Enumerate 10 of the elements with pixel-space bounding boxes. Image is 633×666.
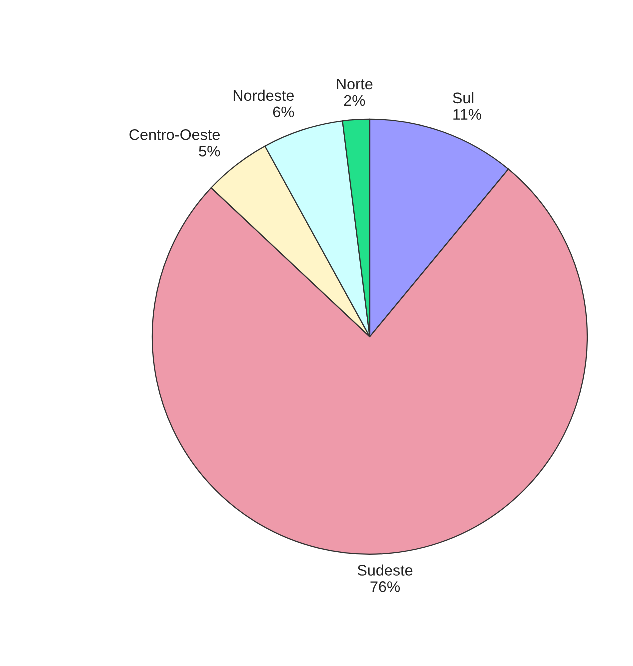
data-label: 76% bbox=[370, 582, 400, 592]
slice-label: Sudeste bbox=[358, 564, 413, 576]
slice-label: Centro-Oeste bbox=[130, 130, 220, 140]
data-label: 6% bbox=[273, 106, 294, 118]
data-label: 11% bbox=[454, 109, 482, 120]
data-label: 5% bbox=[199, 146, 220, 157]
data-label: 2% bbox=[344, 95, 366, 106]
slice-label: Sul bbox=[453, 92, 474, 104]
slice-label: Nordeste bbox=[234, 90, 294, 102]
slice-label: Norte bbox=[337, 79, 373, 90]
